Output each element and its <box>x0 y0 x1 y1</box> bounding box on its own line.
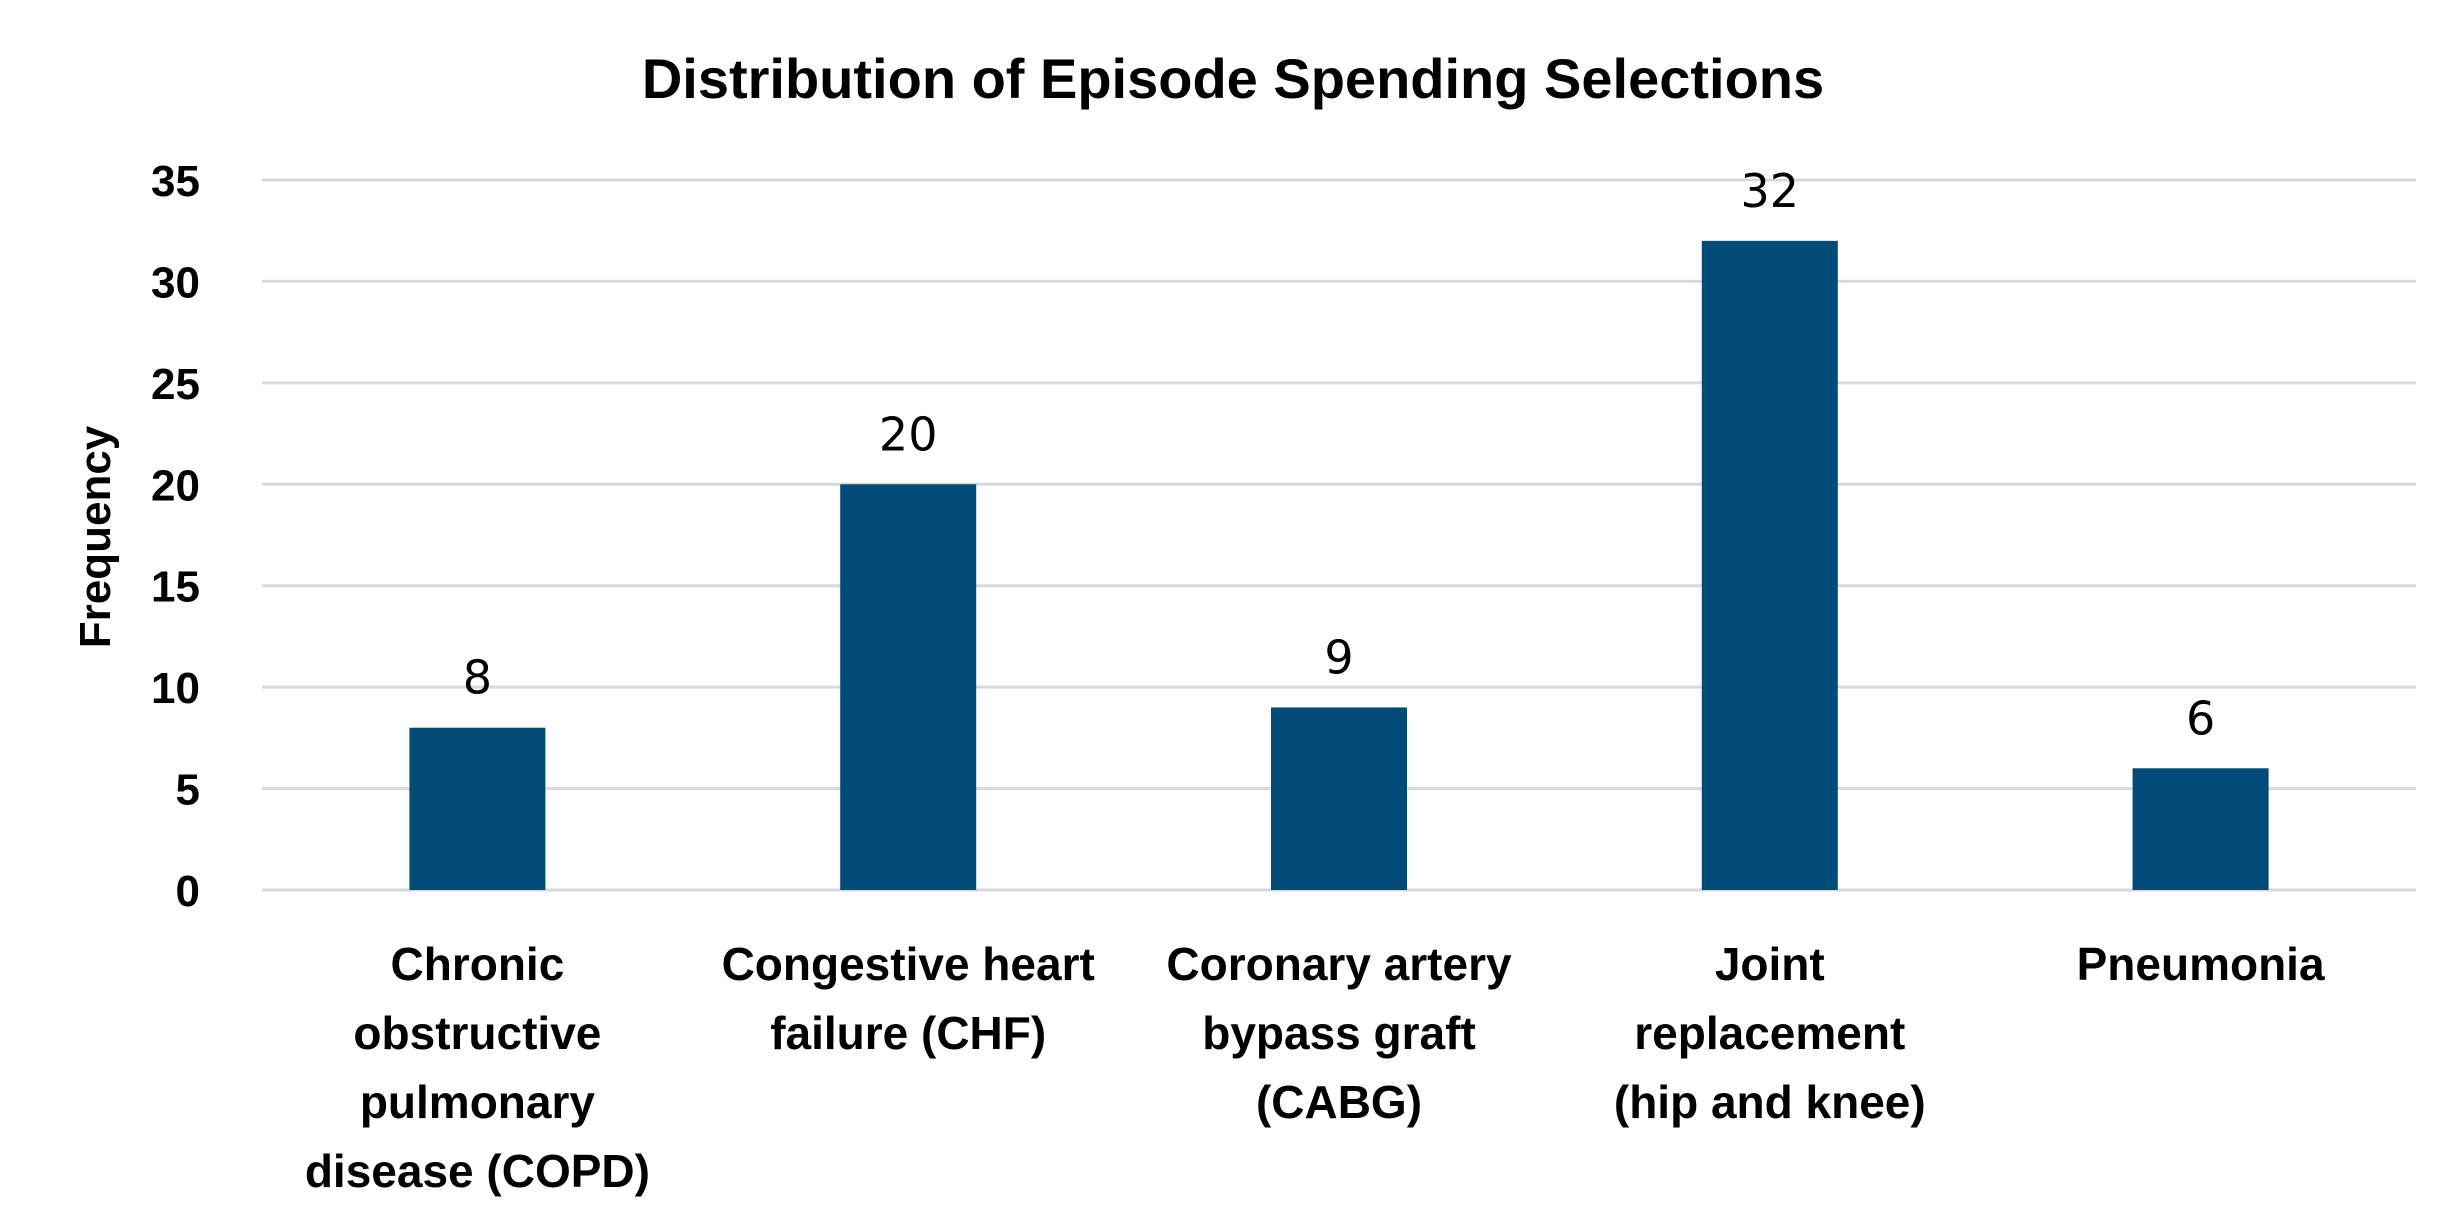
x-tick-label: Joint <box>1715 938 1825 990</box>
y-tick-label: 10 <box>151 664 200 713</box>
x-tick-label: (CABG) <box>1256 1076 1422 1128</box>
x-tick-label: bypass graft <box>1202 1007 1476 1059</box>
data-label: 6 <box>2186 691 2215 745</box>
y-tick-label: 20 <box>151 461 200 510</box>
x-tick-label: obstructive <box>353 1007 601 1059</box>
bar <box>840 484 977 890</box>
bar <box>1701 240 1838 890</box>
data-label: 32 <box>1741 164 1800 218</box>
gridlines <box>262 178 2416 892</box>
bar <box>1271 707 1407 890</box>
x-tick-label: Chronic <box>391 938 565 990</box>
y-axis-label: Frequency <box>71 425 120 648</box>
x-tick-label: Coronary artery <box>1166 938 1512 990</box>
x-tick-label: Pneumonia <box>2077 938 2325 990</box>
y-tick-label: 35 <box>151 157 200 206</box>
data-label: 8 <box>463 651 492 705</box>
x-axis-category-labels: Chronic obstructive pulmonary disease (COPD… <box>305 938 2325 1197</box>
data-label: 20 <box>879 407 938 461</box>
chart-title: Distribution of Episode Spending Selecti… <box>642 47 1824 110</box>
y-tick-label: 5 <box>176 766 200 815</box>
bar <box>2132 768 2269 890</box>
x-tick-label: disease (COPD) <box>305 1145 650 1197</box>
bars <box>409 240 2269 890</box>
x-tick-label: replacement <box>1634 1007 1905 1059</box>
y-tick-label: 0 <box>176 867 200 916</box>
x-tick-label: (hip and knee) <box>1614 1076 1926 1128</box>
data-labels: 8 20 9 32 6 <box>463 164 2215 745</box>
x-tick-label: Congestive heart <box>722 938 1095 990</box>
y-tick-label: 30 <box>151 258 200 307</box>
y-tick-label: 25 <box>151 360 200 409</box>
data-label: 9 <box>1324 630 1353 684</box>
y-tick-label: 15 <box>151 563 200 612</box>
y-axis-ticks: 0 5 10 15 20 25 30 35 <box>151 157 200 916</box>
x-tick-label: pulmonary <box>360 1076 596 1128</box>
bar <box>409 727 546 890</box>
x-tick-label: failure (CHF) <box>770 1007 1046 1059</box>
